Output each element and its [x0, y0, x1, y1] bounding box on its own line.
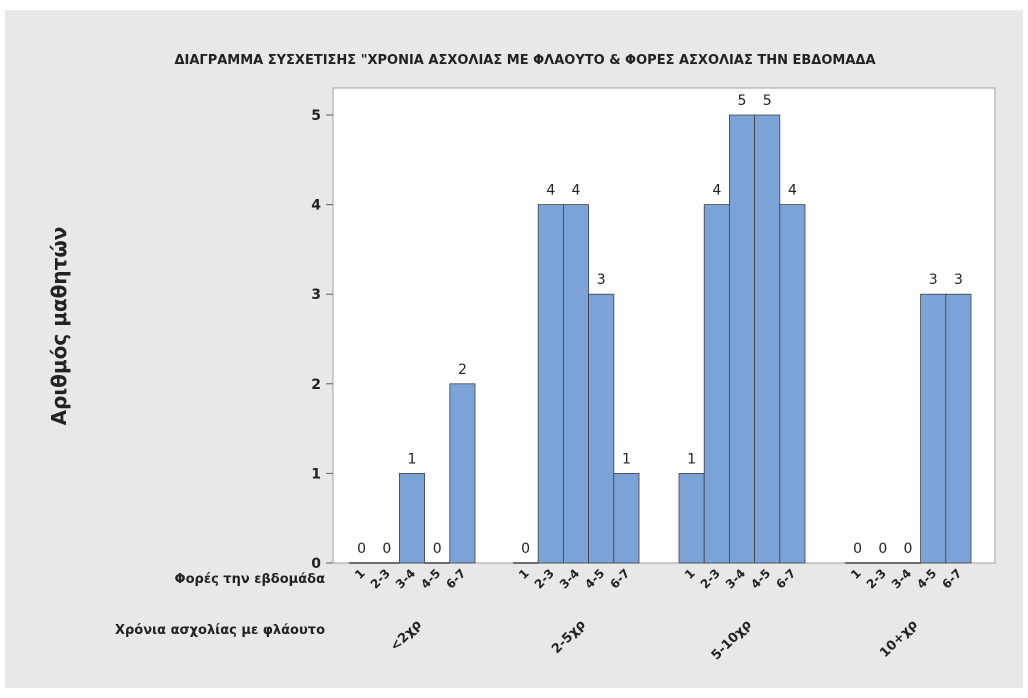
bar — [703, 204, 730, 564]
bar — [398, 472, 425, 564]
data-label: 0 — [382, 541, 391, 557]
y-tick-label: 4 — [311, 198, 321, 214]
data-label: 3 — [954, 272, 963, 288]
data-label: 4 — [788, 183, 797, 199]
bar — [449, 383, 476, 564]
data-label: 1 — [622, 451, 631, 467]
y-tick-label: 5 — [311, 108, 321, 124]
bar — [754, 114, 781, 564]
data-label: 0 — [433, 541, 442, 557]
x-axis-outer-label: Χρόνια ασχολίας με φλάουτο — [115, 623, 325, 638]
data-label: 4 — [712, 183, 721, 199]
chart-title: ΔΙΑΓΡΑΜΜΑ ΣΥΣΧΕΤΙΣΗΣ "ΧΡΟΝΙΑ ΑΣΧΟΛΙΑΣ ΜΕ… — [174, 53, 875, 68]
data-label: 0 — [853, 541, 862, 557]
y-axis: 0 1 2 3 4 5 — [311, 108, 333, 572]
y-tick-label: 3 — [311, 287, 321, 303]
bar — [779, 204, 806, 564]
data-label: 5 — [763, 93, 772, 109]
bar — [729, 114, 756, 564]
bar — [537, 204, 564, 564]
data-label: 0 — [878, 541, 887, 557]
data-label: 3 — [929, 272, 938, 288]
data-label: 2 — [458, 362, 467, 378]
bar — [613, 472, 640, 564]
data-label: 4 — [546, 183, 555, 199]
bar — [588, 293, 615, 564]
bar — [920, 293, 947, 564]
data-label: 3 — [597, 272, 606, 288]
y-tick-label: 1 — [311, 466, 321, 482]
data-label: 4 — [572, 183, 581, 199]
y-tick-label: 2 — [311, 377, 321, 393]
data-label: 1 — [687, 451, 696, 467]
data-label: 5 — [738, 93, 747, 109]
bar — [945, 293, 972, 564]
y-axis-label: Αριθμός μαθητών — [47, 227, 71, 426]
data-label: 0 — [521, 541, 530, 557]
bar — [563, 204, 590, 564]
data-label: 1 — [408, 451, 417, 467]
bar — [678, 472, 705, 564]
data-label: 0 — [904, 541, 913, 557]
plot-area — [332, 87, 996, 564]
y-tick-label: 0 — [311, 556, 321, 572]
x-axis-inner-label: Φορές την εβδομάδα — [175, 572, 326, 587]
data-label: 0 — [357, 541, 366, 557]
